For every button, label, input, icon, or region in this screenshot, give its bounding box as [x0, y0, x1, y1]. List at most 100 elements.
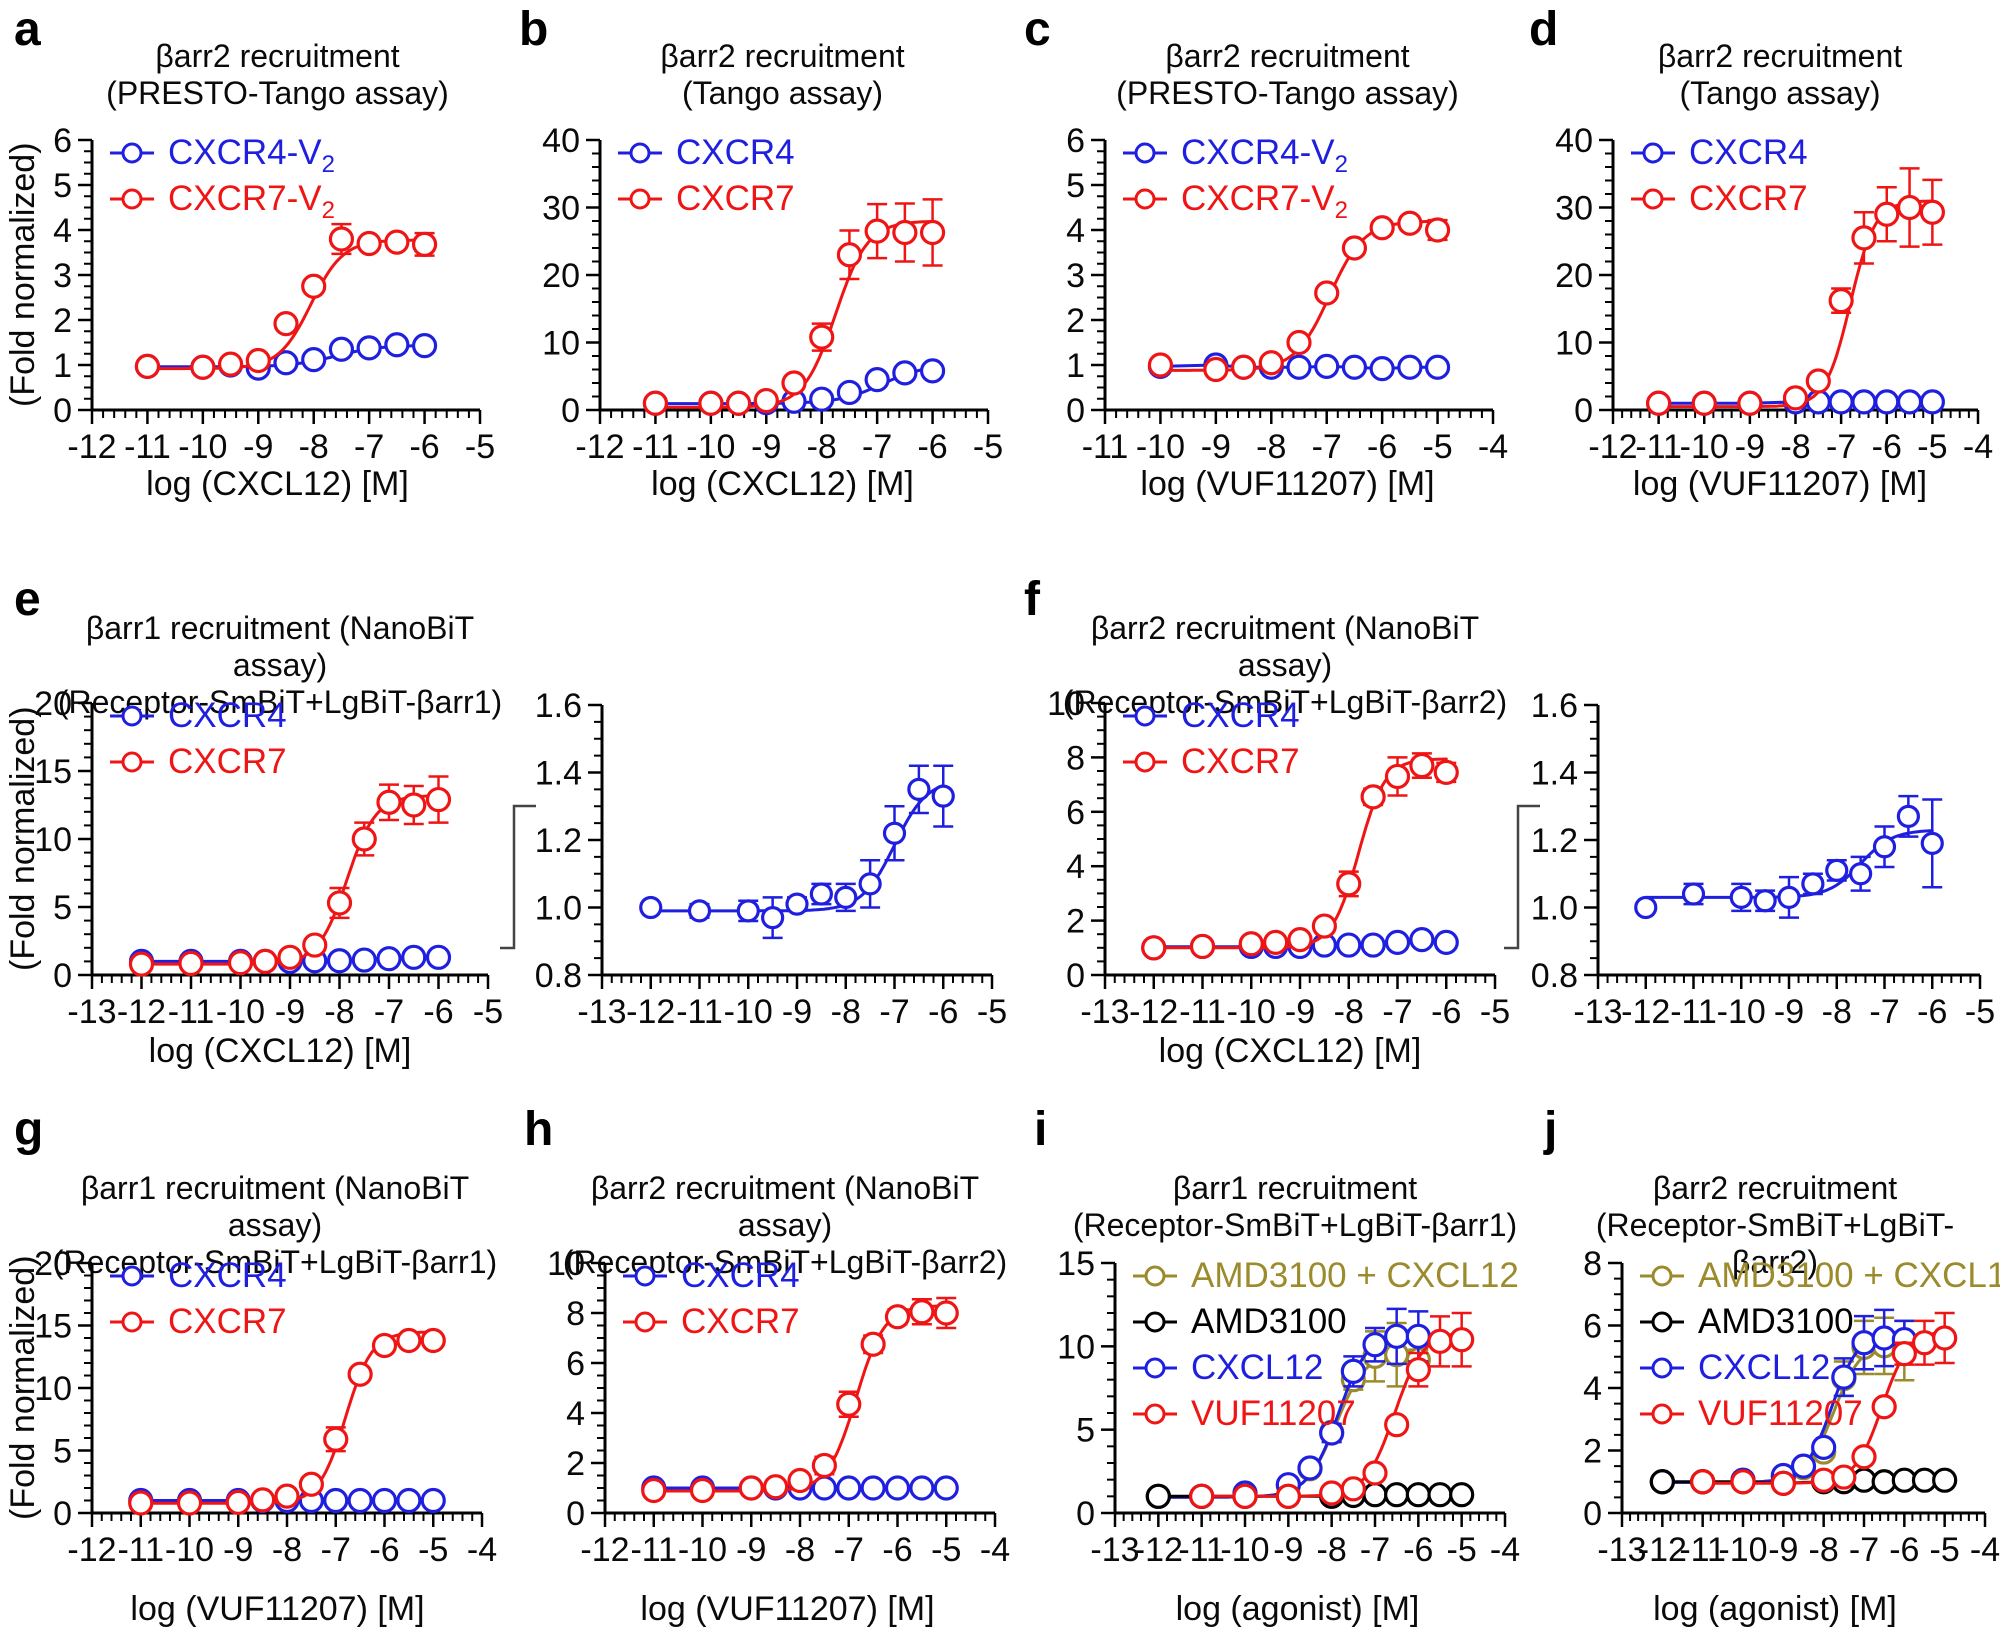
data-point [836, 379, 863, 406]
data-point [1919, 389, 1945, 415]
chart-title-line1: βarr2 recruitment (NanoBiT assay) [590, 1170, 980, 1243]
data-point [250, 1487, 276, 1513]
data-point [273, 311, 299, 337]
legend-marker-icon [629, 142, 651, 164]
legend-marker-icon [1134, 142, 1156, 164]
y-tick-label: 20 [34, 1245, 72, 1283]
data-point [1433, 929, 1459, 955]
data-point [1362, 1482, 1388, 1508]
data-point [1782, 385, 1809, 411]
x-tick-label: -13 [1080, 993, 1129, 1031]
legend-marker-icon [1144, 1403, 1166, 1425]
data-point [1141, 935, 1167, 961]
data-point [1275, 1483, 1301, 1509]
data-point [736, 899, 760, 923]
y-tick-label: 6 [1583, 1308, 1602, 1346]
data-point [376, 946, 402, 972]
x-tick-label: -6 [1367, 428, 1397, 466]
data-point [1189, 933, 1216, 960]
data-point [1314, 353, 1340, 379]
x-tick-label: -9 [223, 1531, 253, 1569]
data-point [1286, 354, 1312, 380]
fit-curve [145, 238, 427, 371]
legend-marker-icon [121, 1265, 143, 1287]
data-point [1189, 1483, 1215, 1509]
y-tick-label: 2 [1066, 302, 1085, 340]
x-axis-label: log (VUF11207) [M] [1140, 465, 1435, 503]
data-point [347, 1361, 373, 1387]
x-axis-label: log (agonist) [M] [1653, 1590, 1897, 1628]
data-point [425, 944, 452, 970]
x-ticks: -12-11-10-9 -8 -7 -6 -5 -4 [67, 1513, 497, 1569]
axes [600, 705, 992, 977]
fit-curve [1158, 363, 1440, 371]
x-tick-label: -12 [1134, 1531, 1183, 1569]
data-point [301, 273, 327, 299]
legend-marker-icon [634, 1265, 656, 1287]
legend-label: VUF11207 [1191, 1394, 1356, 1433]
data-point [1147, 352, 1174, 378]
x-tick-label: -7 [1382, 993, 1412, 1031]
legend-label: AMD3100 [1191, 1302, 1347, 1341]
data-point [356, 335, 382, 361]
y-tick-label: 0 [1574, 392, 1593, 430]
x-tick-label: -9 [243, 428, 273, 466]
data-point [396, 1327, 422, 1354]
data-point [128, 951, 155, 977]
series-CXCR7-V2 [134, 222, 438, 380]
legend-label: AMD3100 + CXCL12 [1191, 1256, 1519, 1295]
x-axis-label: log (agonist) [M] [1175, 1590, 1420, 1628]
y-tick-label: 10 [542, 325, 580, 363]
y-tick-label: 5 [1076, 1412, 1095, 1450]
data-point [884, 1304, 911, 1330]
data-point [864, 367, 890, 393]
x-tick-label: -6 [1431, 993, 1461, 1031]
x-tick-label: -8 [1317, 1531, 1347, 1569]
y-tick-label: 5 [1066, 167, 1085, 205]
y-tick-label: 20 [1555, 257, 1593, 295]
data-point [1891, 1341, 1917, 1367]
data-point [328, 226, 355, 252]
data-point [274, 1483, 300, 1509]
x-tick-label: -11 [1179, 993, 1226, 1031]
x-tick-label: -6 [1889, 1531, 1919, 1569]
data-point [836, 1475, 862, 1501]
legend-marker-icon [121, 751, 143, 773]
y-tick-label: 0 [1066, 392, 1085, 430]
data-point [1263, 929, 1289, 955]
x-tick-label: -5 [418, 1531, 448, 1569]
x-tick-label: -9 [1201, 428, 1231, 466]
series-CXCR7 [1646, 167, 1945, 416]
y-tick-label: 1.2 [535, 822, 582, 860]
y-tick-label: 6 [566, 1345, 585, 1383]
legend-marker-icon [121, 1311, 143, 1333]
data-point [323, 1487, 349, 1514]
data-point [128, 1490, 154, 1516]
chart-title: βarr2 recruitment (PRESTO-Tango assay) [60, 38, 495, 112]
data-point [1145, 1483, 1171, 1509]
panel-e-inset: -13 -12 -11 -10 -9 -8 -7 -6 -5 0.8 1.0 1.2 1.4 1.6 [520, 560, 1010, 1100]
x-tick-label: -9 [1285, 993, 1315, 1031]
data-point [1872, 835, 1897, 859]
data-point [1874, 201, 1900, 227]
y-tick-label: 4 [566, 1395, 585, 1433]
data-point [134, 353, 161, 379]
x-ticks: -13-12-11-10-9 -8 -7 -6 -5 [577, 975, 1007, 1031]
data-point [809, 386, 835, 412]
x-tick-label: -13 [67, 993, 116, 1031]
legend-marker-icon [634, 1311, 656, 1333]
data-point [785, 892, 809, 916]
data-point [1777, 885, 1801, 909]
legend-marker-icon [1134, 188, 1156, 210]
legend-marker-icon [629, 188, 651, 210]
x-tick-label: -4 [1478, 428, 1508, 466]
chart-title-line1: βarr2 recruitment [155, 38, 400, 74]
data-point [836, 242, 863, 268]
data-point [1851, 225, 1877, 251]
axes [90, 703, 488, 977]
y-tick-label: 6 [53, 122, 72, 160]
plot-c: -11 -10 -9 -8 -7 -6 -5 -4 0 1 2 3 4 5 6 CXCR4-V2CXCR7-V… [1066, 122, 1508, 466]
data-point [1871, 1394, 1897, 1420]
data-point [1424, 217, 1451, 243]
x-tick-label: -7 [1312, 428, 1342, 466]
